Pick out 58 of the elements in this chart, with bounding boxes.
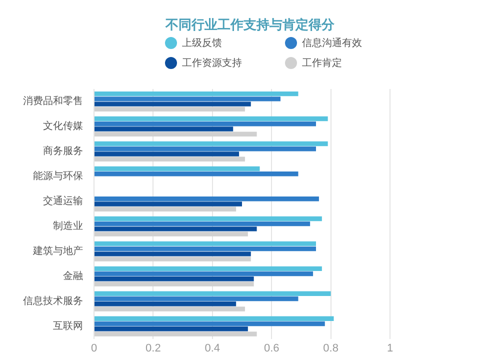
x-tick-label: 0 [90,342,98,354]
bar [94,252,251,256]
y-tick-label: 金融 [63,270,83,282]
bar [94,91,298,96]
chart-title: 不同行业工作支持与肯定得分 [164,16,336,34]
bar [94,96,280,102]
bar [94,266,322,272]
legend-label: 信息沟通有效 [302,36,362,50]
bar [94,146,316,152]
bar [94,122,316,126]
bar [94,141,328,146]
x-tick-label: 0.2 [146,342,161,354]
bar [94,206,236,212]
bar [94,241,316,246]
bar [94,132,257,137]
bar [94,316,334,321]
y-tick-label: 商务服务 [43,145,83,158]
bar [94,321,325,326]
bar [94,271,314,276]
bar [94,166,260,172]
bar [94,152,240,156]
bar [94,296,298,302]
y-tick-label: 文化传媒 [43,120,83,132]
bar [94,246,316,252]
legend-label: 工作肯定 [302,56,342,70]
x-tick-label: 0.4 [204,342,220,354]
bar [94,276,254,282]
bar [94,196,319,202]
legend-label: 上级反馈 [182,36,222,50]
bar [94,332,257,336]
bar [94,256,251,262]
y-tick-label: 交通运输 [43,195,83,208]
bar [94,302,236,306]
y-tick-label: 互联网 [53,320,83,332]
bar [94,156,245,162]
y-tick-label: 信息技术服务 [23,295,83,308]
y-tick-label: 能源与环保 [33,170,83,182]
bar [94,232,248,236]
x-tick-label: 0.6 [264,342,280,354]
bar [94,106,245,112]
bar [94,102,251,106]
bar [94,282,254,286]
bar [94,226,257,232]
bar [94,126,234,132]
bar [94,221,310,226]
y-tick-label: 建筑与地产 [32,245,83,258]
legend-label: 工作资源支持 [182,56,242,70]
bar [94,202,242,206]
y-tick-label: 消费品和零售 [23,95,83,108]
bar [94,306,245,312]
bar [94,326,248,332]
bar [94,116,328,122]
bar [94,172,298,176]
y-tick-label: 制造业 [53,220,83,232]
bar [94,216,322,222]
bar [94,291,331,296]
x-tick-label: 0.8 [323,342,338,354]
x-tick-label: 1 [386,342,394,354]
